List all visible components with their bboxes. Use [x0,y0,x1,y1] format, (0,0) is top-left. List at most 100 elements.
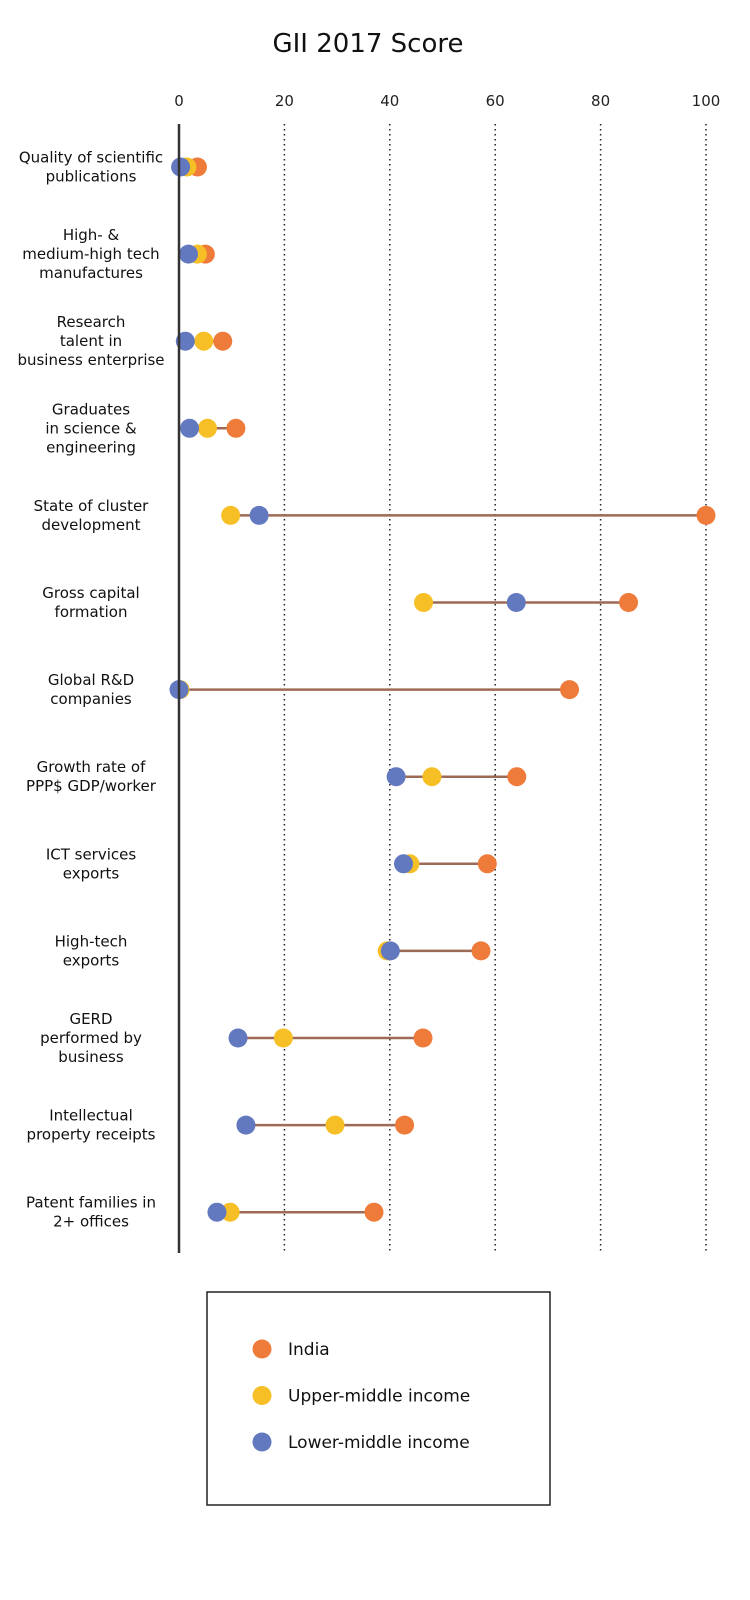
x-tick-label-20: 20 [275,92,294,110]
chart-rows: Quality of scientific publications High- &… [17,149,716,1231]
x-tick-label-100: 100 [692,92,721,110]
category-label-line: Research [57,313,126,331]
category-label-line: publications [46,168,137,186]
category-label: Graduates in science & engineering [45,400,137,456]
category-label-line: exports [63,864,120,882]
legend: India Upper-middle income Lower-middle inc… [206,1291,551,1506]
dot-lower-middle-income [207,1202,227,1222]
row-11: Intellectual property receipts [27,1107,415,1144]
category-label: Gross capital formation [42,584,139,621]
category-label-line: Growth rate of [37,758,146,776]
dot-lower-middle-income [380,941,400,961]
category-label: ICT services exports [46,845,137,882]
category-label-line: performed by [40,1029,142,1047]
category-label: State of cluster development [34,497,150,534]
legend-label-1: Upper-middle income [288,1387,470,1407]
row-2: Research talent in business enterprise [17,313,233,369]
legend-swatch-2 [252,1432,272,1452]
dot-lower-middle-income [171,157,191,177]
row-4: State of cluster development [34,497,716,534]
dot-lower-middle-income [249,505,269,525]
x-tick-label-40: 40 [380,92,399,110]
category-label-line: talent in [60,332,122,350]
row-9: High-tech exports [55,932,491,969]
category-label-line: companies [50,690,132,708]
category-label-line: Global R&D [48,671,134,689]
category-label-line: 2+ offices [53,1213,129,1231]
legend-swatch-1 [252,1386,272,1405]
row-3: Graduates in science & engineering [45,400,246,456]
category-label-line: exports [63,951,120,969]
category-label: GERD performed by business [40,1010,142,1066]
category-label: Global R&D companies [48,671,134,708]
dot-lower-middle-income [175,331,195,351]
category-label: Quality of scientific publications [19,149,163,186]
category-label-line: ICT services [46,845,137,863]
gridlines [283,124,707,1253]
legend-swatch-0 [252,1339,272,1359]
category-label: Intellectual property receipts [27,1107,156,1144]
category-label-line: business enterprise [17,351,164,369]
dot-upper-middle-income [220,1202,240,1222]
dot-upper-middle-income [325,1115,345,1135]
category-label-line: manufactures [39,264,143,282]
category-label-line: High- & [63,226,120,244]
dot-lower-middle-income [228,1028,248,1048]
dot-india [364,1202,384,1222]
category-label-line: Patent families in [26,1194,156,1212]
legend-label-2: Lower-middle income [288,1433,470,1453]
dot-lower-middle-income [236,1115,256,1135]
category-label-line: development [42,516,141,534]
dot-india [477,854,497,874]
row-0: Quality of scientific publications [19,149,207,186]
category-label-line: Graduates [52,400,130,418]
dot-upper-middle-income [273,1028,293,1048]
category-label-line: State of cluster [34,497,150,515]
dot-upper-middle-income [221,505,241,525]
dot-upper-middle-income [194,331,214,351]
row-5: Gross capital formation [42,584,639,621]
row-12: Patent families in 2+ offices [26,1194,384,1231]
dot-india [471,941,491,961]
x-axis-ticks: 0 20 40 60 80 100 [174,92,720,110]
row-8: ICT services exports [46,845,497,882]
category-label-line: formation [55,603,128,621]
row-1: High- & medium-high tech manufactures [22,226,215,282]
dot-lower-middle-income [386,767,406,787]
dot-upper-middle-income [197,418,217,438]
dot-india [507,767,527,787]
x-tick-label-80: 80 [591,92,610,110]
category-label: High- & medium-high tech manufactures [22,226,159,282]
x-tick-label-60: 60 [486,92,505,110]
dot-upper-middle-income [414,593,434,612]
category-label-line: Gross capital [42,584,139,602]
row-10: GERD performed by business [40,1010,433,1066]
category-label-line: in science & [45,419,137,437]
category-label-line: business [58,1048,124,1066]
dot-india [395,1115,415,1135]
legend-label-0: India [288,1340,330,1360]
category-label-line: property receipts [27,1126,156,1144]
category-label-line: Quality of scientific [19,149,163,167]
row-6: Global R&D companies [48,671,580,708]
row-7: Growth rate of PPP$ GDP/worker [26,758,527,795]
x-tick-label-0: 0 [174,92,184,110]
dot-lower-middle-income [180,418,200,438]
dot-lower-middle-income [506,593,526,612]
dot-india [413,1028,433,1048]
dot-india [619,593,639,612]
category-label-line: medium-high tech [22,245,159,263]
category-label: Research talent in business enterprise [17,313,164,369]
category-label-line: Intellectual [49,1107,133,1125]
category-label: Growth rate of PPP$ GDP/worker [26,758,157,795]
dot-lower-middle-income [394,854,414,874]
dot-india [560,680,580,700]
category-label-line: High-tech [55,932,128,950]
category-label: High-tech exports [55,932,128,969]
dot-lower-middle-income [178,244,198,264]
category-label-line: GERD [69,1010,112,1028]
dot-india [213,331,233,351]
category-label-line: engineering [46,438,136,456]
category-label: Patent families in 2+ offices [26,1194,156,1231]
